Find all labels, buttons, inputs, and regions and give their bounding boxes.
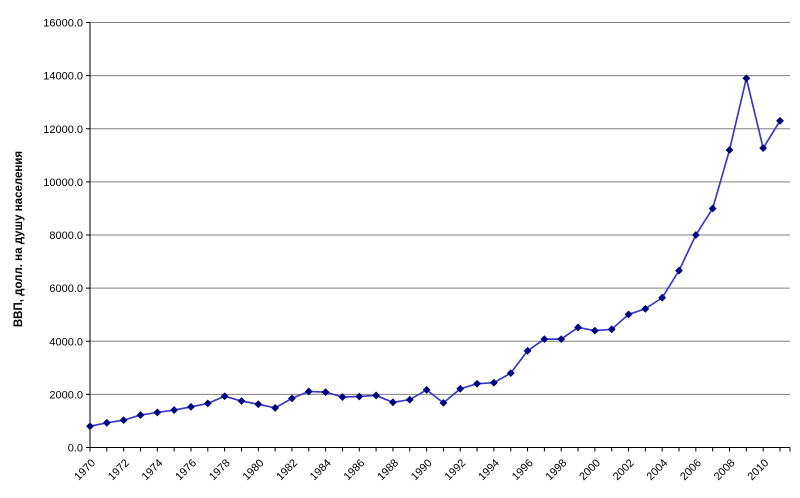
y-tick-label: 4000.0 xyxy=(49,336,83,348)
data-point-marker xyxy=(691,231,700,239)
data-point-marker xyxy=(389,398,397,407)
axes-group xyxy=(86,22,791,452)
y-tick-label: 10000.0 xyxy=(43,177,83,189)
data-point-marker xyxy=(708,204,717,213)
x-tick-label: 1980 xyxy=(241,457,267,483)
x-tick-label: 2006 xyxy=(678,457,704,483)
data-point-marker xyxy=(574,323,582,332)
y-tick-label: 6000.0 xyxy=(49,283,83,295)
data-point-marker xyxy=(456,384,465,393)
x-tick-labels-group: 1970 1972 1974 1976 1978 1980 1982 1984 1986 1988… xyxy=(72,457,771,483)
data-point-marker xyxy=(102,418,111,427)
data-point-marker xyxy=(489,378,498,387)
x-tick-label: 1990 xyxy=(409,457,435,483)
y-tick-label: 8000.0 xyxy=(49,230,83,242)
x-tick-label: 1986 xyxy=(342,457,368,483)
x-tick-label: 1996 xyxy=(510,457,536,483)
data-point-marker xyxy=(237,397,246,405)
data-point-marker xyxy=(405,395,414,404)
series-line xyxy=(89,77,781,428)
data-point-marker xyxy=(557,335,566,344)
data-point-marker xyxy=(372,391,381,400)
data-point-marker xyxy=(304,387,313,396)
data-point-marker xyxy=(136,411,145,420)
x-tick-label: 1970 xyxy=(72,457,98,483)
data-point-marker xyxy=(675,266,683,275)
gridlines-group xyxy=(90,22,790,395)
data-point-marker xyxy=(590,326,599,335)
x-tick-label: 2002 xyxy=(611,457,637,483)
data-point-marker xyxy=(422,385,431,394)
x-tick-label: 2004 xyxy=(645,457,671,483)
data-point-marker xyxy=(321,388,330,397)
data-point-marker xyxy=(742,74,751,83)
data-point-marker xyxy=(607,325,616,334)
data-point-marker xyxy=(641,304,650,313)
x-tick-label: 2010 xyxy=(745,457,771,483)
data-point-marker xyxy=(523,346,532,355)
data-point-marker xyxy=(776,116,784,125)
x-tick-label: 1984 xyxy=(308,457,334,483)
x-tick-label: 1976 xyxy=(173,457,199,483)
data-point-marker xyxy=(119,416,128,425)
data-point-marker xyxy=(759,144,768,153)
data-point-marker xyxy=(220,392,229,401)
y-tick-label: 12000.0 xyxy=(43,124,83,136)
data-point-marker xyxy=(170,406,179,414)
x-tick-label: 1972 xyxy=(106,457,132,483)
data-point-marker xyxy=(86,422,94,431)
x-tick-label: 2008 xyxy=(712,457,738,483)
data-point-marker xyxy=(254,400,263,409)
data-point-marker xyxy=(338,393,347,401)
x-tick-label: 1988 xyxy=(375,457,401,483)
x-tick-label: 1982 xyxy=(274,457,300,483)
x-tick-label: 1974 xyxy=(140,457,166,483)
x-tick-label: 2000 xyxy=(577,457,603,483)
data-point-marker xyxy=(271,404,280,412)
data-point-marker xyxy=(658,293,667,302)
x-tick-label: 1994 xyxy=(476,457,502,483)
y-axis-title: ВВП, долл. на душу населения xyxy=(13,151,25,327)
data-point-marker xyxy=(153,408,162,417)
data-point-marker xyxy=(473,379,481,388)
data-point-marker xyxy=(355,392,364,401)
y-tick-label: 2000.0 xyxy=(49,389,83,401)
x-tick-label: 1992 xyxy=(443,457,469,483)
data-point-marker xyxy=(540,335,549,344)
y-tick-label: 16000.0 xyxy=(43,18,83,30)
data-point-marker xyxy=(725,146,734,154)
data-point-marker xyxy=(288,394,296,403)
y-tick-label: 0.0 xyxy=(68,443,83,455)
data-point-marker xyxy=(506,369,515,378)
data-point-marker xyxy=(439,398,448,407)
y-tick-label: 14000.0 xyxy=(43,71,83,83)
x-tick-label: 1978 xyxy=(207,457,233,483)
data-point-marker xyxy=(624,310,633,319)
x-tick-label: 1998 xyxy=(544,457,570,483)
data-point-marker xyxy=(187,402,195,411)
data-point-marker xyxy=(203,399,212,408)
y-tick-labels-group: 0.0 2000.0 4000.0 6000.0 8000.0 10000.0 12000.… xyxy=(43,18,83,455)
series-group xyxy=(86,74,784,431)
